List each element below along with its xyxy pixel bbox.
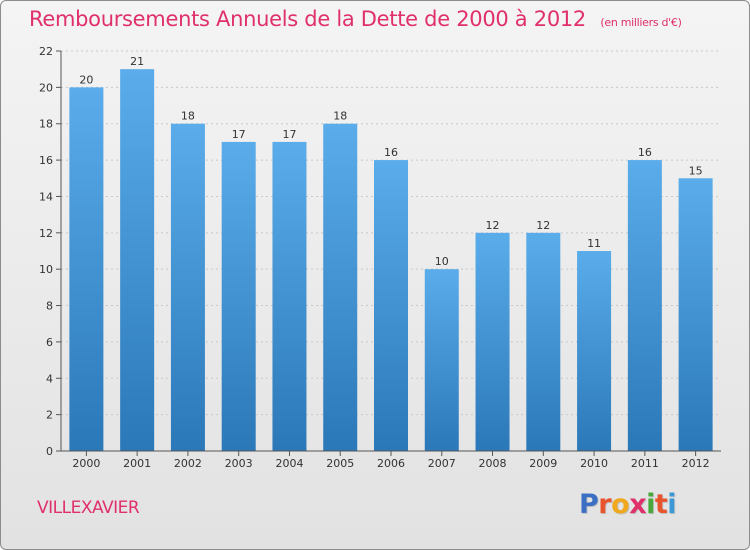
logo-letter: o <box>611 489 630 520</box>
x-tick-label: 2000 <box>72 457 100 470</box>
bar <box>424 269 459 451</box>
logo-letter: i <box>667 489 677 520</box>
axes: 0 2 4 6 8 10 12 14 16 18 20 22 2000 2001 2002 2003 2004 2… <box>39 45 721 470</box>
y-tick-label: 10 <box>39 263 53 276</box>
x-tick-label: 2003 <box>225 457 253 470</box>
data-label: 21 <box>130 55 144 68</box>
data-label: 16 <box>384 146 398 159</box>
x-tick-label: 2012 <box>682 457 710 470</box>
bar <box>170 123 205 452</box>
y-tick-label: 2 <box>46 409 53 422</box>
bar <box>627 160 662 451</box>
logo-letter: t <box>654 489 668 520</box>
logo-letter: P <box>579 489 599 520</box>
data-label: 10 <box>435 255 449 268</box>
bar <box>323 123 358 452</box>
bar <box>577 251 612 451</box>
bars: 20 21 18 17 17 18 16 10 12 12 11 16 15 <box>69 55 713 452</box>
x-tick-label: 2004 <box>275 457 303 470</box>
bar <box>120 69 155 451</box>
data-label: 12 <box>536 219 550 232</box>
bar <box>526 232 561 451</box>
title-text: Remboursements Annuels de la Dette de 20… <box>29 7 586 31</box>
x-tick-label: 2005 <box>326 457 354 470</box>
data-label: 15 <box>689 164 703 177</box>
y-tick-label: 0 <box>46 445 53 458</box>
place-name: VILLEXAVIER <box>37 498 140 518</box>
x-tick-label: 2009 <box>529 457 557 470</box>
proxiti-logo: Proxiti <box>579 489 677 520</box>
data-label: 11 <box>587 237 601 250</box>
x-tick-label: 2006 <box>377 457 405 470</box>
x-tick-label: 2011 <box>631 457 659 470</box>
y-tick-label: 16 <box>39 154 53 167</box>
y-tick-label: 18 <box>39 118 53 131</box>
bar <box>678 178 713 452</box>
data-label: 17 <box>282 128 296 141</box>
logo-letter: i <box>646 489 655 520</box>
x-tick-label: 2001 <box>123 457 151 470</box>
chart-title: Remboursements Annuels de la Dette de 20… <box>29 7 682 31</box>
y-tick-label: 22 <box>39 45 53 58</box>
x-tick-label: 2008 <box>479 457 507 470</box>
y-tick-label: 20 <box>39 81 53 94</box>
data-label: 16 <box>638 146 652 159</box>
y-tick-label: 14 <box>39 190 53 203</box>
logo-letter: x <box>629 489 647 520</box>
unit-note: (en milliers d'€) <box>600 16 682 29</box>
data-label: 17 <box>232 128 246 141</box>
data-label: 18 <box>181 110 195 123</box>
y-tick-label: 6 <box>46 336 53 349</box>
y-tick-label: 4 <box>46 372 53 385</box>
y-tick-label: 8 <box>46 300 53 313</box>
x-tick-label: 2007 <box>428 457 456 470</box>
bar <box>272 141 307 451</box>
logo-letter: r <box>598 489 612 520</box>
x-tick-label: 2002 <box>174 457 202 470</box>
bar <box>475 232 510 451</box>
data-label: 20 <box>79 73 93 86</box>
data-label: 18 <box>333 110 347 123</box>
x-tick-label: 2010 <box>580 457 608 470</box>
bar <box>221 141 256 451</box>
y-tick-label: 12 <box>39 227 53 240</box>
data-label: 12 <box>486 219 500 232</box>
bar <box>374 160 408 451</box>
bar <box>69 87 104 451</box>
